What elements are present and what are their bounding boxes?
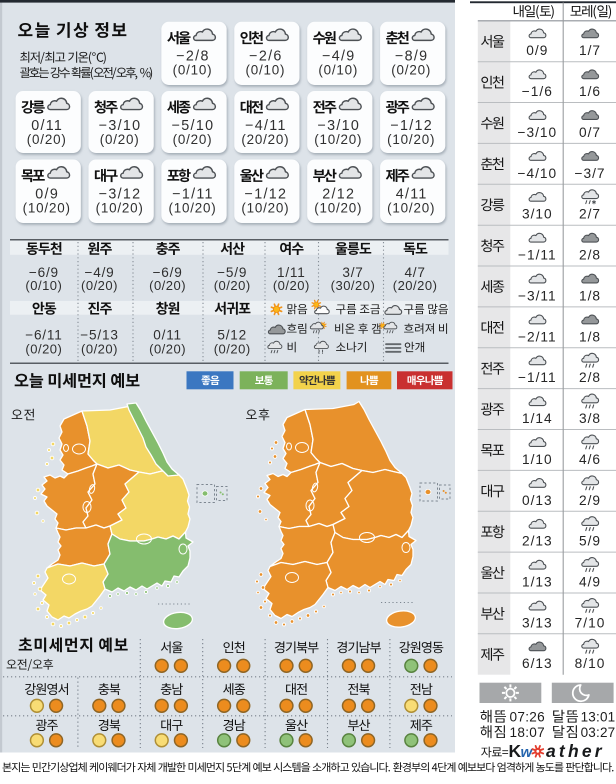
svg-text:(0/10): (0/10)	[173, 63, 213, 78]
svg-text:−4/9: −4/9	[84, 265, 114, 280]
svg-text:(0/20): (0/20)	[214, 278, 251, 293]
svg-text:(10/20): (10/20)	[314, 132, 362, 147]
svg-text:(0/20): (0/20)	[27, 132, 67, 147]
svg-text:−5/13: −5/13	[80, 328, 118, 343]
svg-text:(0/10): (0/10)	[318, 63, 358, 78]
svg-text:0/9: 0/9	[526, 43, 548, 58]
svg-text:(0/20): (0/20)	[273, 278, 310, 293]
svg-text:7/10: 7/10	[575, 615, 606, 630]
svg-text:−5/9: −5/9	[217, 265, 247, 280]
svg-text:0/11: 0/11	[153, 328, 182, 343]
svg-text:(0/20): (0/20)	[25, 342, 62, 357]
svg-text:(10/20): (10/20)	[23, 200, 71, 215]
svg-text:1/14: 1/14	[522, 411, 553, 426]
svg-text:(0/20): (0/20)	[100, 132, 140, 147]
svg-text:−3/10: −3/10	[317, 118, 360, 134]
svg-text:(20/20): (20/20)	[393, 278, 438, 293]
svg-text:−3/10: −3/10	[517, 125, 557, 140]
svg-text:−2/11: −2/11	[518, 329, 557, 344]
svg-text:(0/20): (0/20)	[173, 132, 213, 147]
svg-text:(0/10): (0/10)	[25, 278, 62, 293]
svg-text:(10/20): (10/20)	[96, 200, 144, 215]
svg-text:−3/7: −3/7	[574, 166, 605, 181]
svg-text:2/9: 2/9	[579, 493, 601, 508]
svg-text:−1/12: −1/12	[245, 186, 288, 202]
svg-text:K: K	[509, 741, 522, 761]
svg-text:4/6: 4/6	[579, 452, 601, 467]
svg-text:07:26: 07:26	[510, 710, 546, 725]
svg-text:−4/9: −4/9	[322, 49, 355, 65]
svg-text:−6/9: −6/9	[29, 265, 59, 280]
svg-text:3/10: 3/10	[522, 207, 553, 222]
svg-text:1/8: 1/8	[579, 329, 601, 344]
svg-text:−3/11: −3/11	[518, 288, 557, 303]
svg-text:0/7: 0/7	[579, 125, 601, 140]
svg-text:−1/11: −1/11	[518, 248, 557, 263]
svg-text:−4/11: −4/11	[245, 118, 287, 134]
svg-text:1/10: 1/10	[522, 452, 553, 467]
svg-text:−3/12: −3/12	[99, 186, 142, 202]
svg-text:−1/6: −1/6	[522, 84, 553, 99]
svg-text:(0/20): (0/20)	[391, 63, 431, 78]
svg-text:−8/9: −8/9	[395, 49, 428, 65]
svg-text:−6/11: −6/11	[25, 328, 62, 343]
svg-text:5/9: 5/9	[579, 534, 601, 549]
svg-text:(10/20): (10/20)	[241, 200, 289, 215]
svg-text:13:01: 13:01	[581, 710, 616, 725]
svg-text:0/11: 0/11	[31, 118, 63, 134]
svg-text:0/9: 0/9	[35, 186, 59, 202]
svg-text:(10/20): (10/20)	[168, 200, 216, 215]
svg-text:0/13: 0/13	[522, 493, 553, 508]
svg-text:−6/9: −6/9	[153, 265, 183, 280]
svg-text:ather: ather	[546, 741, 605, 761]
svg-text:(0/20): (0/20)	[214, 342, 251, 357]
svg-text:(10/20): (10/20)	[387, 200, 435, 215]
svg-text:−4/10: −4/10	[517, 166, 557, 181]
svg-text:2/8: 2/8	[579, 248, 601, 263]
svg-text:(0/20): (0/20)	[81, 278, 118, 293]
svg-text:w: w	[521, 744, 534, 761]
svg-text:18:07: 18:07	[510, 725, 546, 740]
svg-text:(0/20): (0/20)	[81, 342, 118, 357]
svg-text:03:27: 03:27	[581, 725, 616, 740]
svg-text:1/7: 1/7	[579, 43, 601, 58]
svg-text:6/13: 6/13	[522, 656, 553, 671]
svg-text:(0/20): (0/20)	[149, 342, 186, 357]
svg-text:1/11: 1/11	[277, 265, 306, 280]
svg-text:4/7: 4/7	[404, 265, 425, 280]
svg-text:1/13: 1/13	[522, 575, 553, 590]
svg-text:4/11: 4/11	[396, 186, 428, 202]
svg-text:(0/10): (0/10)	[246, 63, 286, 78]
svg-text:−2/6: −2/6	[249, 49, 282, 65]
svg-text:−1/11: −1/11	[518, 370, 557, 385]
svg-text:−5/10: −5/10	[172, 118, 215, 134]
svg-text:2/13: 2/13	[522, 534, 553, 549]
svg-text:2/7: 2/7	[579, 207, 601, 222]
svg-text:(20/20): (20/20)	[241, 132, 289, 147]
svg-text:(10/20): (10/20)	[387, 132, 435, 147]
svg-text:4/9: 4/9	[579, 575, 601, 590]
svg-text:3/7: 3/7	[342, 265, 363, 280]
svg-text:3/8: 3/8	[579, 411, 601, 426]
svg-text:2/12: 2/12	[322, 186, 355, 202]
svg-text:−1/11: −1/11	[172, 186, 214, 202]
svg-text:1/8: 1/8	[579, 288, 601, 303]
svg-text:(10/20): (10/20)	[314, 200, 362, 215]
svg-text:(0/20): (0/20)	[149, 278, 186, 293]
svg-text:3/13: 3/13	[522, 615, 553, 630]
svg-text:2/8: 2/8	[579, 370, 601, 385]
svg-text:(30/20): (30/20)	[331, 278, 376, 293]
svg-text:−3/10: −3/10	[99, 118, 142, 134]
svg-text:5/12: 5/12	[217, 328, 247, 343]
svg-text:8/10: 8/10	[575, 656, 606, 671]
svg-text:−1/12: −1/12	[390, 118, 433, 134]
svg-text:1/6: 1/6	[579, 84, 601, 99]
svg-text:−2/8: −2/8	[176, 49, 209, 65]
